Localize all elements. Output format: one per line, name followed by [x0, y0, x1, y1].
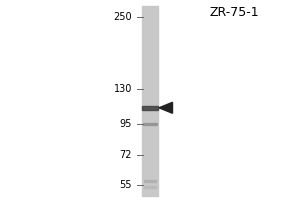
Text: 95: 95	[120, 119, 132, 129]
Text: 130: 130	[114, 84, 132, 94]
Bar	[142, 106, 158, 110]
Bar	[144, 180, 156, 182]
Bar	[142, 6, 158, 196]
Text: 72: 72	[119, 150, 132, 160]
Bar	[144, 186, 156, 188]
Polygon shape	[159, 102, 172, 113]
Text: 55: 55	[119, 180, 132, 190]
Bar	[143, 123, 157, 125]
Text: 250: 250	[113, 12, 132, 22]
Text: ZR-75-1: ZR-75-1	[209, 6, 259, 19]
